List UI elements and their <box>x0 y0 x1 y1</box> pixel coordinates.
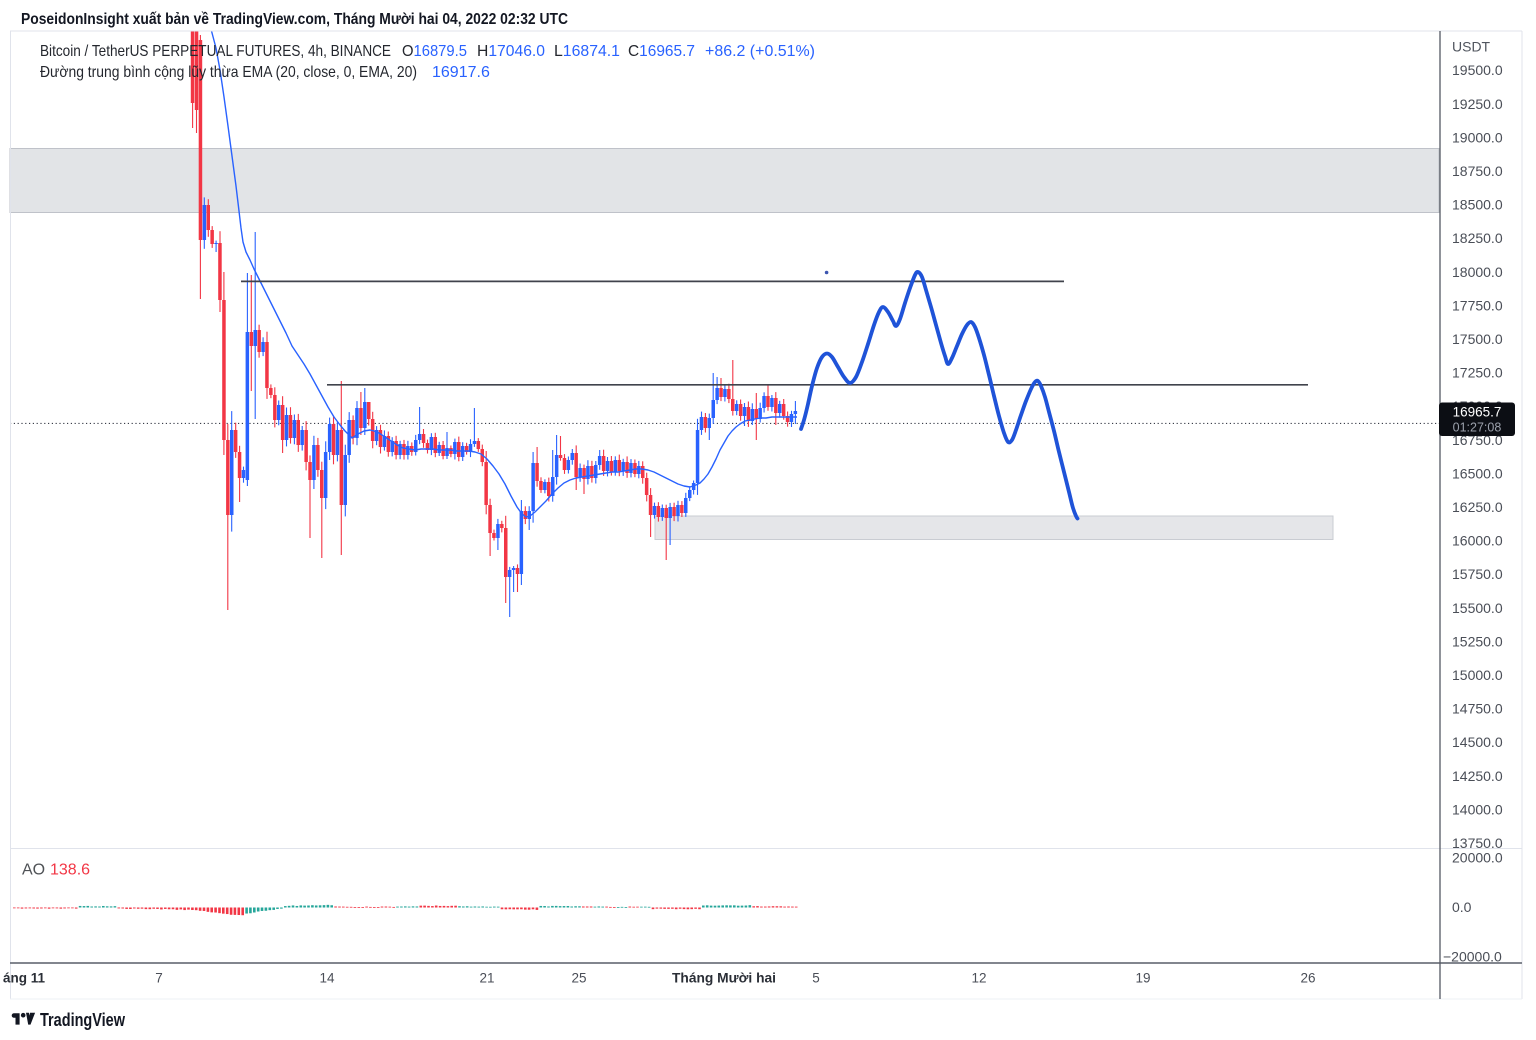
svg-text:20000.0: 20000.0 <box>1452 850 1503 866</box>
svg-text:19: 19 <box>1135 971 1150 986</box>
svg-text:19250.0: 19250.0 <box>1452 96 1503 112</box>
svg-text:16250.0: 16250.0 <box>1452 499 1503 515</box>
svg-text:138.6: 138.6 <box>50 862 90 879</box>
svg-text:13750.0: 13750.0 <box>1452 835 1503 851</box>
svg-text:18750.0: 18750.0 <box>1452 163 1503 179</box>
svg-text:Đường trung bình cộng lũy thừa: Đường trung bình cộng lũy thừa EMA (20, … <box>40 64 417 81</box>
svg-text:21: 21 <box>479 971 494 986</box>
svg-text:14750.0: 14750.0 <box>1452 701 1503 717</box>
svg-text:19000.0: 19000.0 <box>1452 129 1503 145</box>
svg-text:01:27:08: 01:27:08 <box>1453 421 1502 435</box>
svg-text:15000.0: 15000.0 <box>1452 667 1503 683</box>
svg-text:25: 25 <box>571 971 586 986</box>
svg-text:18000.0: 18000.0 <box>1452 264 1503 280</box>
svg-text:18250.0: 18250.0 <box>1452 230 1503 246</box>
svg-text:17250.0: 17250.0 <box>1452 365 1503 381</box>
svg-text:19500.0: 19500.0 <box>1452 62 1503 78</box>
svg-text:18500.0: 18500.0 <box>1452 197 1503 213</box>
svg-text:16917.6: 16917.6 <box>432 64 490 81</box>
svg-text:AO: AO <box>22 862 45 879</box>
svg-text:15500.0: 15500.0 <box>1452 600 1503 616</box>
svg-text:L16874.1: L16874.1 <box>554 43 620 60</box>
svg-text:15250.0: 15250.0 <box>1452 633 1503 649</box>
svg-text:+86.2 (+0.51%): +86.2 (+0.51%) <box>705 43 815 60</box>
svg-text:H17046.0: H17046.0 <box>477 43 545 60</box>
svg-text:16000.0: 16000.0 <box>1452 533 1503 549</box>
svg-text:14250.0: 14250.0 <box>1452 768 1503 784</box>
svg-text:TradingView: TradingView <box>40 1010 126 1030</box>
svg-text:Bitcoin / TetherUS PERPETUAL F: Bitcoin / TetherUS PERPETUAL FUTURES, 4h… <box>40 43 391 60</box>
svg-text:12: 12 <box>971 971 986 986</box>
svg-text:15750.0: 15750.0 <box>1452 566 1503 582</box>
svg-text:14: 14 <box>319 971 335 986</box>
svg-text:14000.0: 14000.0 <box>1452 801 1503 817</box>
svg-text:26: 26 <box>1300 971 1315 986</box>
svg-text:7: 7 <box>155 971 163 986</box>
svg-text:17750.0: 17750.0 <box>1452 297 1503 313</box>
svg-text:16965.7: 16965.7 <box>1453 405 1502 420</box>
svg-text:O16879.5: O16879.5 <box>402 43 467 60</box>
svg-text:−20000.0: −20000.0 <box>1443 949 1502 965</box>
svg-text:PoseidonInsight xuất bản về Tr: PoseidonInsight xuất bản về TradingView.… <box>21 11 568 28</box>
svg-text:USDT: USDT <box>1452 39 1491 55</box>
svg-text:16500.0: 16500.0 <box>1452 465 1503 481</box>
svg-text:5: 5 <box>812 971 820 986</box>
svg-text:Tháng Mười hai: Tháng Mười hai <box>672 971 776 986</box>
svg-text:áng 11: áng 11 <box>3 971 46 986</box>
svg-text:17500.0: 17500.0 <box>1452 331 1503 347</box>
svg-text:0.0: 0.0 <box>1452 899 1472 915</box>
svg-text:14500.0: 14500.0 <box>1452 734 1503 750</box>
svg-text:C16965.7: C16965.7 <box>628 43 695 60</box>
